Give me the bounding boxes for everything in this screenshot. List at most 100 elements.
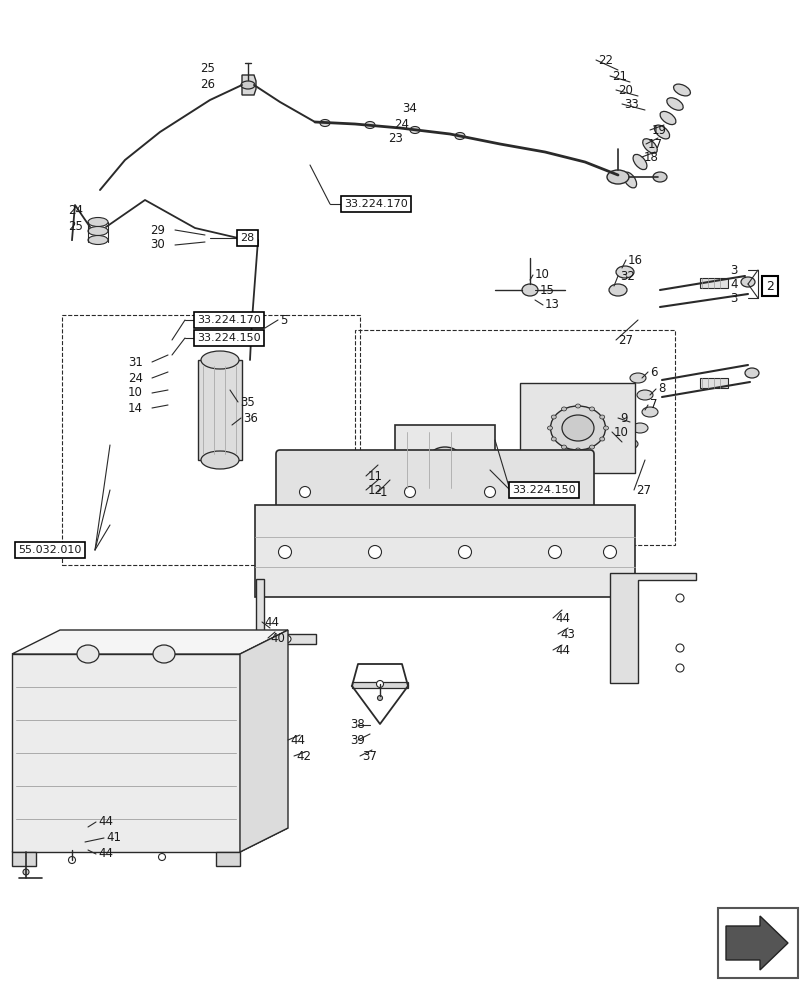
- Polygon shape: [255, 579, 315, 644]
- Ellipse shape: [616, 266, 633, 278]
- Text: 43: 43: [560, 628, 574, 640]
- Ellipse shape: [629, 373, 646, 383]
- Ellipse shape: [642, 407, 657, 417]
- Text: 7: 7: [649, 398, 657, 412]
- Bar: [394, 425, 495, 495]
- Ellipse shape: [599, 415, 604, 419]
- Text: 26: 26: [200, 78, 215, 91]
- Text: 36: 36: [242, 412, 258, 424]
- Text: 10: 10: [534, 268, 549, 282]
- Ellipse shape: [77, 645, 99, 663]
- Text: 44: 44: [264, 615, 279, 628]
- Text: 18: 18: [643, 151, 658, 164]
- Text: 32: 32: [620, 269, 634, 282]
- Ellipse shape: [377, 696, 382, 700]
- Ellipse shape: [599, 437, 604, 441]
- Ellipse shape: [23, 869, 29, 875]
- Text: 1: 1: [380, 486, 387, 498]
- Text: 20: 20: [617, 84, 632, 97]
- Text: 24: 24: [393, 118, 409, 131]
- Text: 11: 11: [367, 470, 383, 483]
- Text: 27: 27: [635, 484, 650, 496]
- Text: 19: 19: [651, 124, 666, 137]
- Bar: [62, 315, 359, 565]
- Text: 44: 44: [98, 847, 113, 860]
- Bar: [699, 378, 727, 388]
- Polygon shape: [12, 852, 36, 866]
- Ellipse shape: [547, 426, 551, 430]
- Text: 15: 15: [539, 284, 554, 296]
- Text: 29: 29: [150, 224, 165, 237]
- Polygon shape: [12, 654, 240, 852]
- Text: 37: 37: [362, 750, 376, 762]
- Ellipse shape: [88, 218, 108, 227]
- Polygon shape: [609, 573, 695, 683]
- Bar: [717, 908, 797, 978]
- Text: 24: 24: [128, 371, 143, 384]
- Text: 40: 40: [270, 632, 285, 644]
- Ellipse shape: [575, 448, 580, 452]
- Bar: [255, 505, 634, 597]
- Ellipse shape: [654, 125, 669, 139]
- Ellipse shape: [642, 139, 656, 153]
- Text: 33: 33: [623, 98, 638, 111]
- Ellipse shape: [551, 415, 556, 419]
- Text: 22: 22: [597, 54, 612, 67]
- Text: 44: 44: [98, 815, 113, 828]
- Bar: [519, 383, 634, 473]
- Polygon shape: [725, 916, 787, 970]
- Ellipse shape: [589, 407, 594, 411]
- Ellipse shape: [561, 407, 566, 411]
- Ellipse shape: [436, 453, 453, 467]
- Text: 9: 9: [620, 412, 627, 424]
- Ellipse shape: [484, 487, 495, 497]
- Ellipse shape: [368, 546, 381, 558]
- Ellipse shape: [299, 487, 310, 497]
- Ellipse shape: [68, 856, 75, 863]
- Text: 27: 27: [617, 334, 633, 347]
- Text: 25: 25: [200, 62, 215, 75]
- Ellipse shape: [607, 170, 629, 184]
- Text: 12: 12: [367, 484, 383, 496]
- Polygon shape: [242, 75, 255, 95]
- Text: 44: 44: [554, 644, 569, 656]
- Text: 13: 13: [544, 298, 560, 312]
- Text: 8: 8: [657, 382, 664, 395]
- Ellipse shape: [676, 664, 683, 672]
- Ellipse shape: [201, 351, 238, 369]
- Ellipse shape: [549, 487, 560, 497]
- Text: 38: 38: [350, 718, 364, 731]
- Ellipse shape: [744, 368, 758, 378]
- Ellipse shape: [158, 853, 165, 860]
- Ellipse shape: [88, 227, 108, 236]
- Ellipse shape: [623, 172, 636, 188]
- Text: 14: 14: [128, 401, 143, 414]
- Ellipse shape: [652, 172, 666, 182]
- Text: 25: 25: [68, 220, 83, 233]
- Ellipse shape: [636, 390, 652, 400]
- Text: 3: 3: [729, 292, 736, 304]
- Text: 16: 16: [627, 253, 642, 266]
- Ellipse shape: [547, 546, 561, 558]
- Text: 28: 28: [240, 233, 254, 243]
- Ellipse shape: [561, 445, 566, 449]
- Ellipse shape: [666, 98, 682, 110]
- Text: 2: 2: [765, 279, 773, 292]
- Ellipse shape: [88, 235, 108, 244]
- Ellipse shape: [201, 451, 238, 469]
- Bar: [354, 330, 674, 545]
- Text: 6: 6: [649, 365, 657, 378]
- Ellipse shape: [740, 277, 754, 287]
- Ellipse shape: [281, 635, 290, 643]
- Polygon shape: [240, 630, 288, 852]
- Ellipse shape: [551, 437, 556, 441]
- Ellipse shape: [376, 680, 383, 688]
- Ellipse shape: [659, 111, 675, 125]
- Ellipse shape: [631, 423, 647, 433]
- Text: 24: 24: [68, 204, 83, 217]
- Text: 21: 21: [611, 70, 626, 83]
- Text: 33.224.170: 33.224.170: [197, 315, 260, 325]
- Text: 55.032.010: 55.032.010: [18, 545, 81, 555]
- Text: 4: 4: [729, 277, 736, 290]
- Ellipse shape: [603, 546, 616, 558]
